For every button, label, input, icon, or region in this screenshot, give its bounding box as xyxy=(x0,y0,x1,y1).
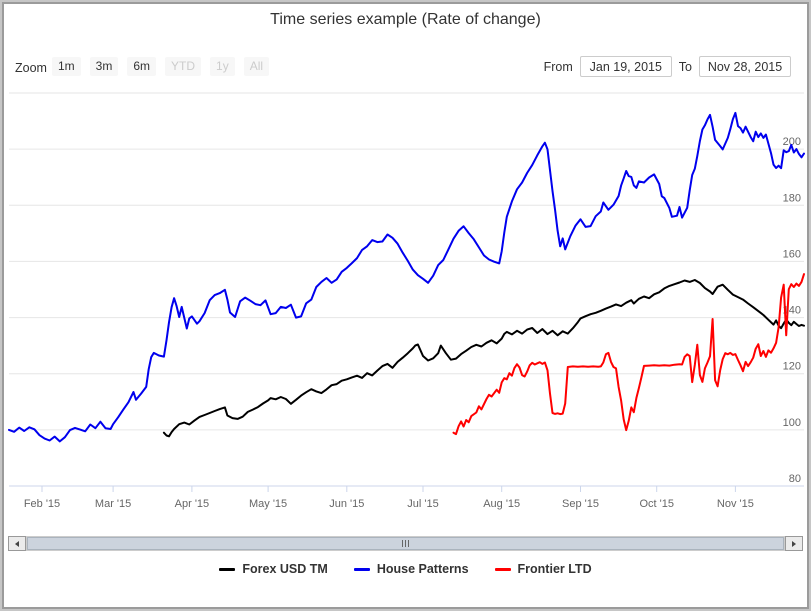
range-button-1m[interactable]: 1m xyxy=(52,57,81,76)
left-arrow-icon xyxy=(15,540,19,547)
scrollbar-thumb[interactable] xyxy=(27,537,784,550)
to-label: To xyxy=(678,59,692,74)
y-axis-label: 160 xyxy=(783,248,801,260)
thumb-grip-icon xyxy=(402,540,403,547)
to-date-input[interactable] xyxy=(699,56,791,77)
range-button-6m[interactable]: 6m xyxy=(127,57,157,76)
series-swatch-red xyxy=(494,567,511,571)
x-axis-label: Aug '15 xyxy=(483,498,520,510)
scrollbar-track[interactable] xyxy=(26,536,785,551)
x-axis-label: May '15 xyxy=(249,498,287,510)
y-axis-label: 200 xyxy=(783,136,801,148)
x-axis-label: Mar '15 xyxy=(95,498,131,510)
series-swatch-black xyxy=(219,567,236,571)
series-line-house-patterns[interactable] xyxy=(8,111,805,443)
x-axis-label: Jul '15 xyxy=(407,498,438,510)
y-axis-label: 100 xyxy=(783,417,801,429)
date-range-controls: From To xyxy=(544,56,791,77)
scrollbar-right-button[interactable] xyxy=(785,536,803,551)
x-axis-label: Feb '15 xyxy=(24,498,60,510)
legend-item-frontier-ltd[interactable]: Frontier LTD xyxy=(494,562,592,576)
legend-label: House Patterns xyxy=(376,562,469,576)
legend-item-house-patterns[interactable]: House Patterns xyxy=(353,562,469,576)
from-date-input[interactable] xyxy=(579,56,672,77)
thumb-grip-icon xyxy=(405,540,406,547)
x-axis-label: Sep '15 xyxy=(562,498,599,510)
y-axis-label: 180 xyxy=(783,192,801,204)
y-axis-label: 80 xyxy=(789,473,801,485)
x-axis-label: Apr '15 xyxy=(175,498,210,510)
from-label: From xyxy=(543,59,573,74)
legend-item-forex-usd-tm[interactable]: Forex USD TM xyxy=(219,562,328,576)
series-line-frontier-ltd[interactable] xyxy=(452,273,805,436)
range-button-ytd: YTD xyxy=(165,57,202,76)
legend: Forex USD TM House Patterns Frontier LTD xyxy=(4,562,807,576)
x-scrollbar xyxy=(8,536,803,551)
series-swatch-blue xyxy=(353,567,370,571)
chart-title: Time series example (Rate of change) xyxy=(270,11,541,28)
thumb-grip-icon xyxy=(408,540,409,547)
chart-plot-area[interactable]: Feb '15 Mar '15 Apr '15 May '15 Jun '15 Jul '… xyxy=(4,85,806,518)
x-axis-label: Oct '15 xyxy=(639,498,674,510)
zoom-label: Zoom xyxy=(15,61,47,75)
x-axis-label: Nov '15 xyxy=(717,498,754,510)
right-arrow-icon xyxy=(792,540,796,547)
range-button-all: All xyxy=(243,57,270,76)
series-line-forex-usd-tm[interactable] xyxy=(162,279,805,438)
scrollbar-left-button[interactable] xyxy=(8,536,26,551)
range-button-1y: 1y xyxy=(210,57,235,76)
x-axis-label: Jun '15 xyxy=(329,498,364,510)
y-axis-label: 120 xyxy=(783,361,801,373)
legend-label: Frontier LTD xyxy=(517,562,592,576)
legend-label: Forex USD TM xyxy=(242,562,328,576)
range-button-3m[interactable]: 3m xyxy=(89,57,119,76)
range-selector-buttons: 1m 3m 6m YTD 1y All xyxy=(52,57,270,76)
